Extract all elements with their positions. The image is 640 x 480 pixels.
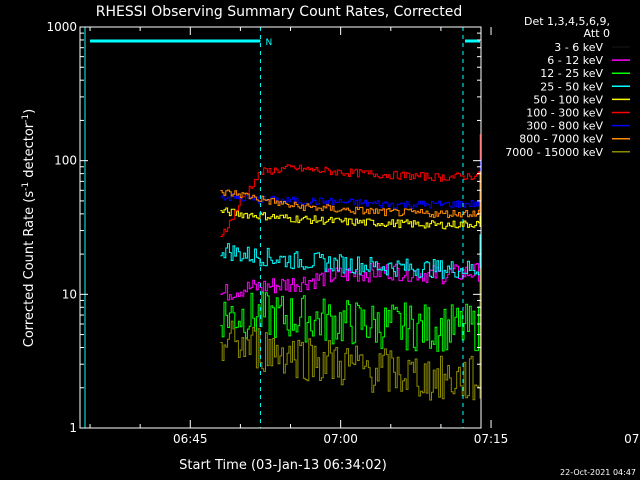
legend-label-8: 7000 - 15000 keV [505,146,603,159]
legend-label-0: 3 - 6 keV [554,41,603,54]
series-line-7 [220,171,481,219]
y-tick-label-1: 10 [62,287,77,301]
x-tick-label-3: 07:30 [624,432,640,446]
y-tick-label-2: 100 [54,154,77,168]
legend-header-0: Det 1,3,4,5,6,9, [524,15,610,28]
x-tick-label-1: 07:00 [323,432,358,446]
series-line-5 [220,134,481,237]
legend-label-1: 6 - 12 keV [547,54,603,67]
legend-label-7: 800 - 7000 keV [519,133,603,146]
x-tick-label-0: 06:45 [173,432,208,446]
chart-title: RHESSI Observing Summary Count Rates, Co… [96,4,462,20]
night-label: N [265,38,272,48]
y-tick-label-3: 1000 [46,20,77,34]
plot-frame [79,26,482,429]
legend-label-2: 12 - 25 keV [540,67,603,80]
legend-header-1: Att 0 [584,27,610,40]
legend-label-4: 50 - 100 keV [533,93,603,106]
legend-label-3: 25 - 50 keV [540,80,603,93]
series-line-3 [220,234,481,279]
x-axis-label: Start Time (03-Jan-13 06:34:02) [179,458,387,473]
timestamp: 22-Oct-2021 04:47 [560,468,636,477]
legend-label-6: 300 - 800 keV [526,120,603,133]
y-tick-label-0: 1 [69,421,77,435]
x-tick-label-2: 07:15 [474,432,509,446]
legend-label-5: 100 - 300 keV [526,107,603,120]
y-axis-label: Corrected Count Rate (s-1 detector-1) [21,109,37,347]
